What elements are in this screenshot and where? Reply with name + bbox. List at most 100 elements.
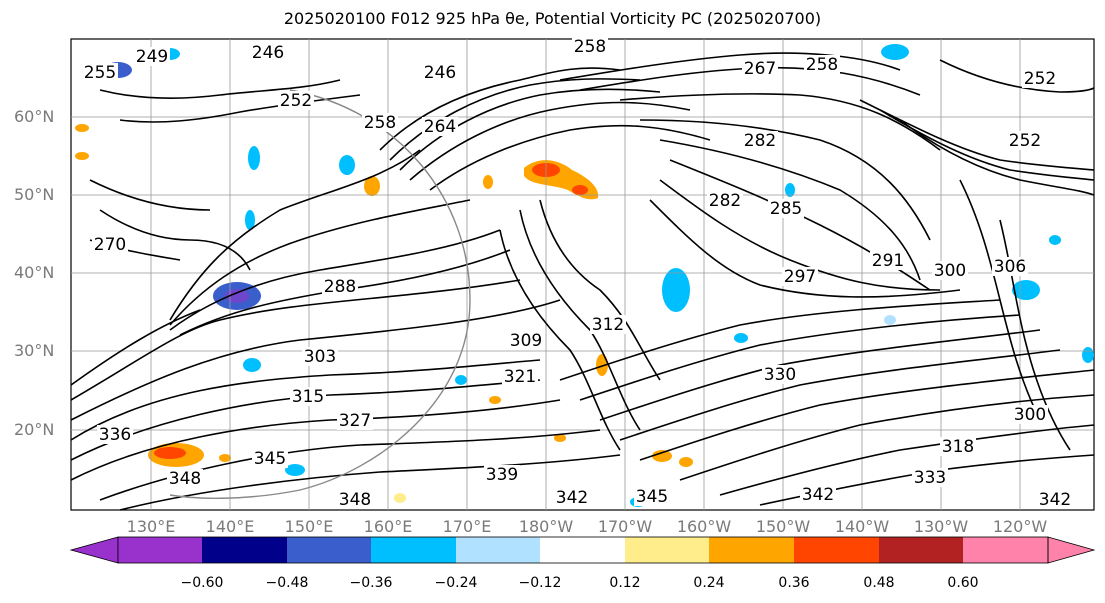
colorbar-tick-label: 0.24	[693, 575, 725, 591]
colorbar-tick-label: −0.60	[180, 575, 224, 591]
contour-label: 348	[169, 469, 201, 489]
pv-positive-patch	[219, 454, 231, 462]
contour-label-bg	[554, 488, 590, 507]
contour-label: 342	[802, 485, 834, 505]
contour-label-bg	[134, 47, 170, 66]
contour-label: 285	[770, 199, 802, 219]
contour-label: 252	[1009, 131, 1041, 151]
contour-label: 342	[556, 488, 588, 508]
contour-label-group: 255 249 246 246 252 258 264 258 267 258 252 252 282 2…	[82, 37, 1073, 510]
colorbar-segment	[118, 537, 202, 563]
pv-positive-patch	[75, 152, 89, 160]
contour-label: 309	[510, 331, 542, 351]
contour-label-bg	[804, 55, 840, 74]
theta-e-contours	[70, 52, 1095, 511]
pv-negative-patch	[734, 333, 748, 343]
pv-positive-core	[154, 447, 186, 459]
contour-label: 345	[636, 487, 668, 507]
colorbar-tick-label: 0.12	[609, 575, 641, 591]
contour-label: 252	[280, 91, 312, 111]
pv-positive-patch	[554, 434, 566, 442]
colorbar-segment	[371, 537, 456, 563]
contour-label-bg	[97, 425, 133, 444]
pv-negative-patch	[248, 146, 260, 170]
contour-label-bg	[590, 315, 626, 334]
contour-label: 246	[424, 63, 456, 83]
contour-label-bg	[870, 251, 906, 270]
contour-label: 348	[339, 490, 371, 510]
latitude-label: 20°N	[14, 420, 55, 439]
longitude-label: 170°E	[442, 517, 492, 536]
longitude-label: 170°W	[597, 517, 653, 536]
contour-label-bg	[422, 117, 458, 136]
contour-label: 318	[942, 437, 974, 457]
latitude-label: 30°N	[14, 341, 55, 360]
contour-label-bg	[634, 487, 670, 506]
contour-label: 345	[254, 449, 286, 469]
longitude-label: 120°W	[992, 517, 1048, 536]
colorbar-tick-label: 0.36	[778, 575, 810, 591]
colorbar-segment	[287, 537, 371, 563]
contour-label-bg	[572, 37, 608, 56]
contour-label: 312	[592, 315, 624, 335]
pv-negative-patch	[881, 44, 909, 60]
pv-positive-patch	[394, 493, 406, 503]
contour-label-bg	[252, 449, 288, 468]
contour-label-bg	[278, 91, 314, 110]
contour-label: 300	[934, 261, 966, 281]
colorbar-segment	[456, 537, 540, 563]
longitude-label: 130°E	[126, 517, 176, 536]
colorbar-tick-label: 0.60	[947, 575, 979, 591]
contour-label-bg	[250, 43, 286, 62]
contour-label: 258	[806, 55, 838, 75]
contour-label: 258	[364, 113, 396, 133]
contour-label-bg	[290, 387, 326, 406]
contour-label: 339	[486, 465, 518, 485]
contour-label-bg	[932, 261, 968, 280]
contour-label: 321	[504, 367, 536, 387]
contour-label-bg	[302, 347, 338, 366]
pv-positive-patch	[75, 124, 89, 132]
pv-negative-patch	[1012, 280, 1040, 300]
contour-label: 264	[424, 117, 456, 137]
longitude-label: 140°E	[205, 517, 255, 536]
pv-positive-patch	[679, 457, 693, 467]
contour-label-bg	[1007, 131, 1043, 150]
pv-negative-patch	[285, 464, 305, 476]
colorbar-segment	[202, 537, 287, 563]
contour-label: 252	[1024, 69, 1056, 89]
contour-label: 282	[709, 191, 741, 211]
pv-negative-core	[225, 289, 249, 303]
pv-negative-patch	[884, 315, 896, 325]
contour-label: 306	[994, 257, 1026, 277]
colorbar-tick-label: 0.48	[863, 575, 895, 591]
latitude-label: 60°N	[14, 107, 55, 126]
longitude-label: 160°W	[676, 517, 732, 536]
contour-label-bg	[782, 267, 818, 286]
contour-label-bg	[800, 485, 836, 504]
contour-label-bg	[422, 63, 458, 82]
contour-label: 249	[136, 47, 168, 67]
longitude-label: 140°W	[834, 517, 890, 536]
contour-label-bg	[742, 59, 778, 78]
longitude-label: 160°E	[363, 517, 413, 536]
colorbar-extend-max	[1047, 536, 1096, 564]
contour-label-bg	[337, 411, 373, 430]
pv-negative-patch	[1049, 235, 1061, 245]
contour-label: 255	[84, 63, 116, 83]
contour-label-bg	[502, 367, 538, 386]
longitude-label: 130°W	[913, 517, 969, 536]
contour-label: 258	[574, 37, 606, 57]
contour-label-bg	[762, 365, 798, 384]
contour-label-bg	[912, 468, 948, 487]
contour-label: 300	[1014, 405, 1046, 425]
contour-label: 288	[324, 277, 356, 297]
colorbar-segment	[625, 537, 709, 563]
colorbar-segment	[879, 537, 963, 563]
longitude-label: 150°E	[284, 517, 334, 536]
pv-negative-patch	[245, 210, 255, 230]
colorbar-segment	[540, 537, 625, 563]
pv-colorbar	[69, 536, 1096, 564]
contour-label-bg	[92, 235, 128, 254]
pv-positive-patch	[652, 450, 672, 462]
